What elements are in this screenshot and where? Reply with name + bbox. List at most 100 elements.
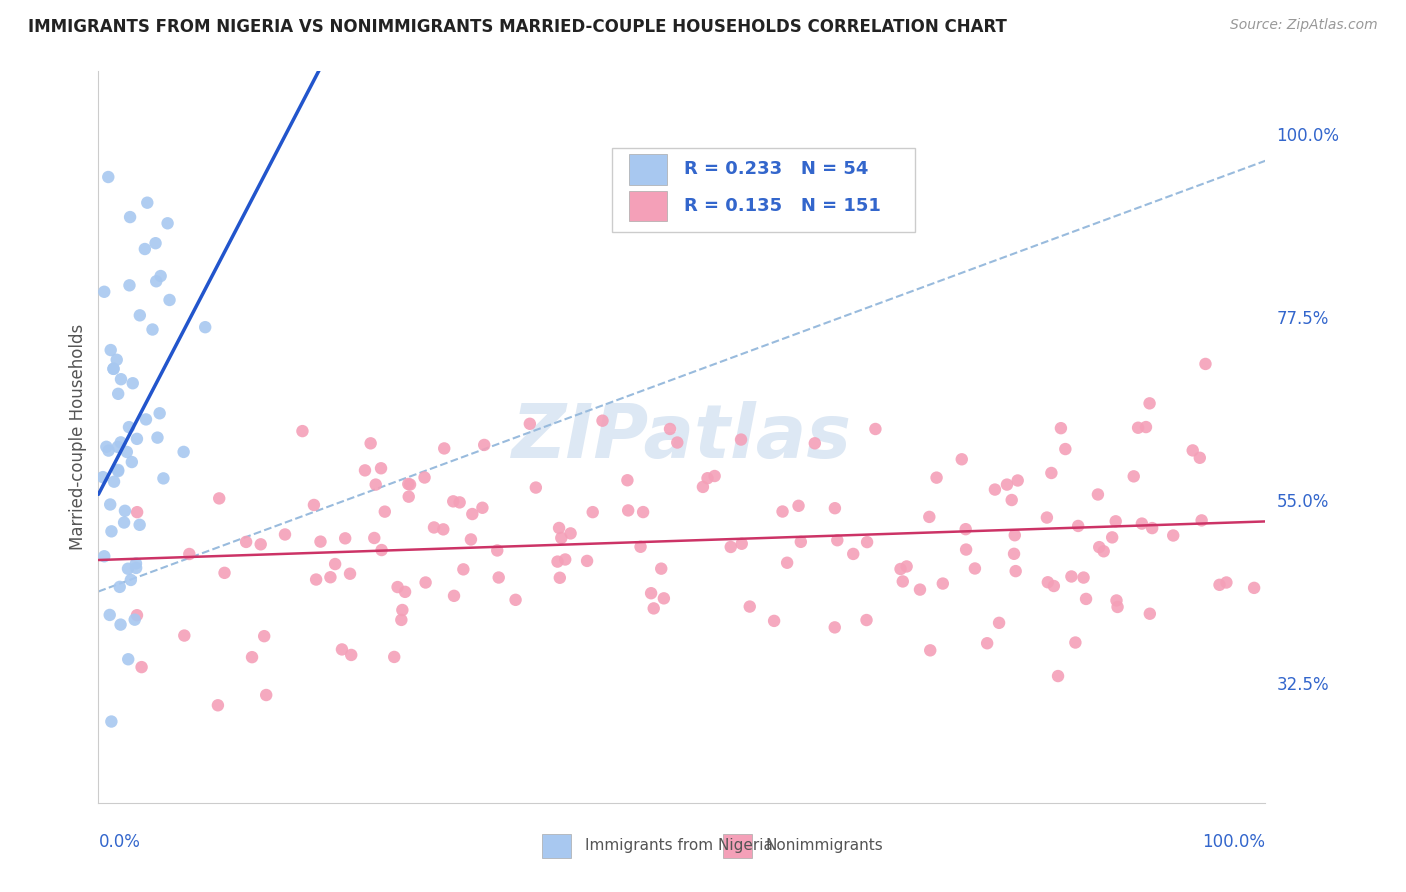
Bar [630, 154, 666, 185]
Point [582, 505, 605, 519]
Point [1135, 420, 1157, 434]
Point [550, 531, 572, 545]
Point [1088, 540, 1111, 554]
Point [1130, 516, 1153, 531]
Point [984, 483, 1007, 497]
Point [692, 480, 714, 494]
Point [97, 169, 120, 184]
Point [896, 559, 918, 574]
Point [370, 543, 392, 558]
Point [149, 406, 172, 420]
Point [146, 431, 169, 445]
Point [131, 660, 153, 674]
Point [319, 570, 342, 584]
Text: 32.5%: 32.5% [1277, 676, 1329, 694]
Point [1161, 528, 1184, 542]
Point [208, 491, 231, 506]
Point [1040, 466, 1063, 480]
Point [145, 236, 167, 251]
Point [472, 438, 495, 452]
Point [925, 470, 948, 484]
Point [963, 561, 986, 575]
Point [100, 714, 122, 729]
Point [394, 585, 416, 599]
Point [93, 549, 115, 564]
Point [1126, 421, 1149, 435]
Point [443, 589, 465, 603]
Point [1107, 599, 1129, 614]
Point [254, 688, 277, 702]
Point [1139, 607, 1161, 621]
Y-axis label: Married-couple Households: Married-couple Households [69, 324, 87, 550]
Point [96, 440, 118, 454]
Point [335, 532, 357, 546]
Point [125, 608, 148, 623]
Point [115, 445, 138, 459]
Point [855, 613, 877, 627]
Point [389, 613, 412, 627]
Point [159, 293, 181, 307]
Point [1087, 487, 1109, 501]
Point [1122, 469, 1144, 483]
Point [399, 477, 422, 491]
Point [1073, 571, 1095, 585]
Bar [723, 834, 752, 858]
Point [891, 574, 914, 589]
Point [128, 517, 150, 532]
Point [703, 469, 725, 483]
Point [291, 424, 314, 438]
Bar [612, 148, 915, 232]
Point [120, 573, 142, 587]
Point [305, 573, 328, 587]
Point [731, 537, 754, 551]
Point [121, 376, 143, 391]
Point [738, 599, 761, 614]
Point [118, 420, 141, 434]
Point [554, 552, 576, 566]
Point [330, 642, 353, 657]
Point [354, 463, 377, 477]
Point [309, 534, 332, 549]
Text: R = 0.233   N = 54: R = 0.233 N = 54 [685, 161, 869, 178]
Point [360, 436, 382, 450]
Point [134, 242, 156, 256]
Point [776, 556, 799, 570]
Point [1047, 669, 1070, 683]
Point [120, 210, 142, 224]
Text: Source: ZipAtlas.com: Source: ZipAtlas.com [1230, 18, 1378, 32]
Point [772, 504, 794, 518]
Point [107, 386, 129, 401]
Point [1007, 474, 1029, 488]
Point [1060, 569, 1083, 583]
Point [1215, 575, 1237, 590]
Point [592, 414, 614, 428]
Point [127, 505, 149, 519]
Point [100, 343, 122, 357]
Point [918, 509, 941, 524]
Point [548, 571, 571, 585]
Point [323, 557, 346, 571]
Point [1043, 579, 1066, 593]
Point [110, 617, 132, 632]
Point [302, 498, 325, 512]
Point [364, 477, 387, 491]
Point [1067, 519, 1090, 533]
Point [374, 505, 396, 519]
Point [1092, 544, 1115, 558]
Point [107, 463, 129, 477]
Point [214, 566, 236, 580]
Point [1208, 578, 1230, 592]
Point [112, 516, 135, 530]
Point [1243, 581, 1265, 595]
Point [1105, 514, 1128, 528]
Point [423, 520, 446, 534]
Point [1140, 521, 1163, 535]
Point [1050, 421, 1073, 435]
Point [1139, 396, 1161, 410]
Text: 0.0%: 0.0% [98, 833, 141, 851]
Point [631, 505, 654, 519]
Point [432, 522, 454, 536]
Text: 100.0%: 100.0% [1277, 128, 1340, 145]
Point [488, 570, 510, 584]
Point [363, 531, 385, 545]
